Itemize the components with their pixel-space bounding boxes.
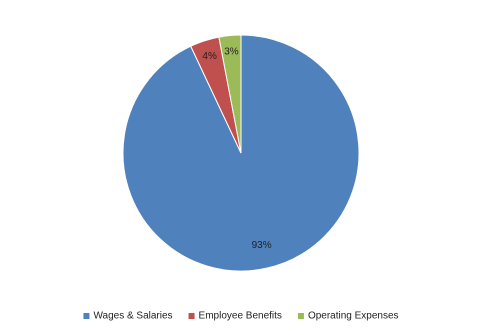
legend-label: Operating Expenses bbox=[308, 311, 399, 322]
legend-label: Wages & Salaries bbox=[93, 311, 172, 322]
legend-marker bbox=[188, 313, 195, 319]
legend-marker bbox=[83, 313, 90, 319]
data-label: 93% bbox=[252, 240, 272, 251]
data-label: 3% bbox=[224, 47, 239, 58]
legend-marker bbox=[297, 313, 304, 319]
pie-slice bbox=[218, 34, 242, 154]
data-label: 4% bbox=[202, 51, 217, 62]
legend-label: Employee Benefits bbox=[199, 311, 282, 322]
